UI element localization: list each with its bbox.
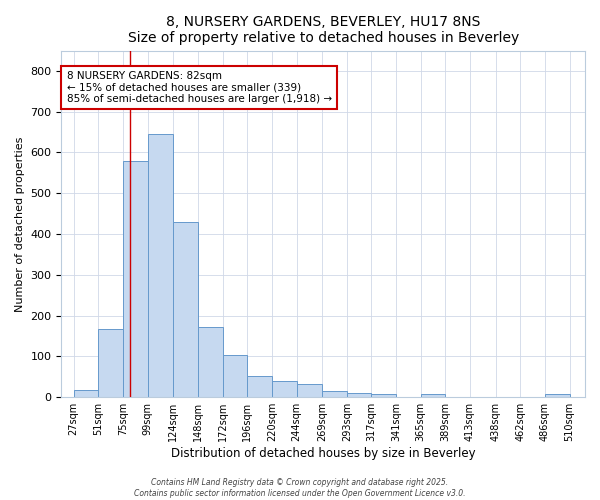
- Bar: [545, 394, 569, 397]
- Bar: [247, 376, 272, 397]
- X-axis label: Distribution of detached houses by size in Beverley: Distribution of detached houses by size …: [171, 447, 476, 460]
- Text: Contains HM Land Registry data © Crown copyright and database right 2025.
Contai: Contains HM Land Registry data © Crown c…: [134, 478, 466, 498]
- Bar: [272, 381, 296, 397]
- Bar: [198, 326, 223, 397]
- Bar: [173, 222, 198, 397]
- Bar: [371, 394, 396, 397]
- Title: 8, NURSERY GARDENS, BEVERLEY, HU17 8NS
Size of property relative to detached hou: 8, NURSERY GARDENS, BEVERLEY, HU17 8NS S…: [128, 15, 519, 45]
- Y-axis label: Number of detached properties: Number of detached properties: [15, 136, 25, 312]
- Bar: [322, 392, 347, 397]
- Bar: [98, 328, 123, 397]
- Bar: [421, 394, 445, 397]
- Bar: [296, 384, 322, 397]
- Text: 8 NURSERY GARDENS: 82sqm
← 15% of detached houses are smaller (339)
85% of semi-: 8 NURSERY GARDENS: 82sqm ← 15% of detach…: [67, 71, 332, 104]
- Bar: [148, 134, 173, 397]
- Bar: [123, 160, 148, 397]
- Bar: [74, 390, 98, 397]
- Bar: [223, 355, 247, 397]
- Bar: [347, 392, 371, 397]
